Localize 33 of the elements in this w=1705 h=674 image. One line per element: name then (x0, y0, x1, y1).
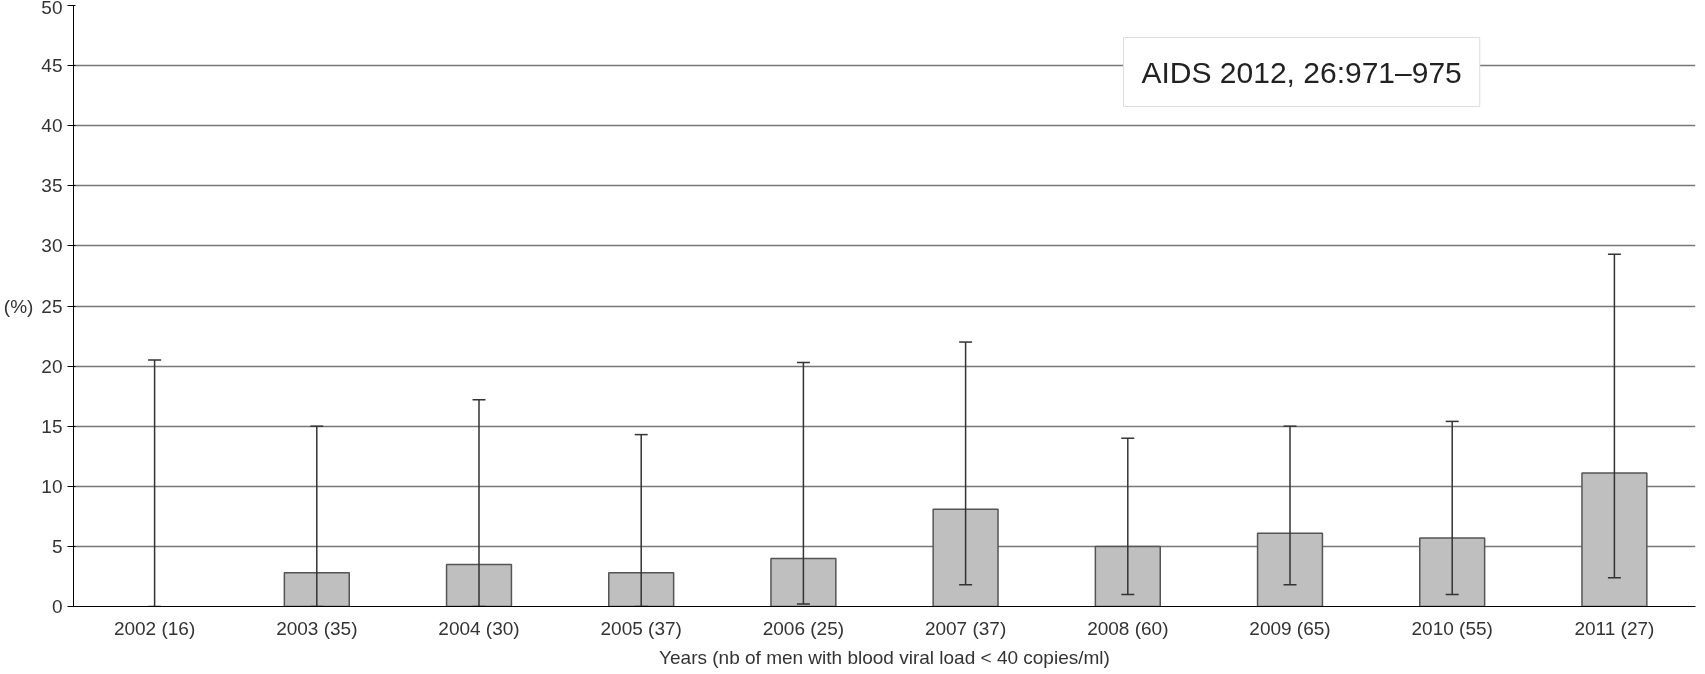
y-tick-label: 50 (41, 0, 63, 18)
bar (283, 572, 350, 607)
bar (1094, 545, 1161, 607)
bar (1419, 537, 1486, 607)
x-tick-label: 2004 (30) (438, 617, 520, 639)
y-tick-label: 40 (41, 115, 63, 137)
y-tick-label: 25 (41, 295, 63, 317)
x-tick-label: 2009 (65) (1249, 617, 1331, 639)
bar (1256, 532, 1324, 607)
x-tick-label: 2002 (16) (113, 617, 196, 639)
y-tick-label: 10 (41, 475, 63, 497)
bar (445, 563, 513, 607)
y-tick-label: 15 (41, 415, 63, 437)
x-tick-label: 2005 (37) (600, 617, 682, 639)
x-tick-label: 2007 (37) (924, 617, 1007, 639)
bar (770, 557, 837, 607)
annotation: AIDS 2012, 26:971–975 (1141, 55, 1462, 89)
x-tick-label: 2008 (60) (1087, 617, 1169, 639)
x-axis-title: Years (nb of men with blood viral load < 40 copies/ml) (659, 646, 1110, 668)
x-tick-label: 2010 (55) (1411, 617, 1493, 639)
y-tick-label: 45 (41, 55, 63, 77)
bar (1581, 472, 1648, 607)
y-tick-label: 30 (41, 235, 63, 257)
bar (608, 572, 675, 607)
y-tick-label: 20 (41, 355, 63, 377)
y-tick-label: 0 (51, 596, 63, 617)
y-tick-label: 5 (51, 535, 63, 557)
x-tick-label: 2006 (25) (762, 617, 845, 639)
x-tick-label: 2011 (27) (1574, 617, 1655, 639)
y-axis-title: (%) (3, 295, 34, 317)
bar (932, 508, 999, 607)
y-tick-label: 35 (41, 175, 63, 197)
x-tick-label: 2003 (35) (276, 617, 358, 639)
